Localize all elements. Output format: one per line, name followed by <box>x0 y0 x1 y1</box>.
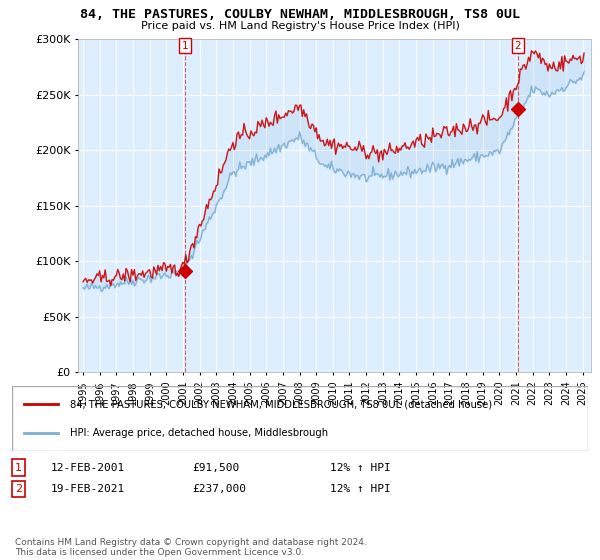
Text: 12-FEB-2001: 12-FEB-2001 <box>51 463 125 473</box>
Text: £237,000: £237,000 <box>192 484 246 494</box>
Point <box>180 267 190 276</box>
Text: 84, THE PASTURES, COULBY NEWHAM, MIDDLESBROUGH, TS8 0UL (detached house): 84, THE PASTURES, COULBY NEWHAM, MIDDLES… <box>70 399 492 409</box>
Text: 2: 2 <box>15 484 22 494</box>
Text: 1: 1 <box>15 463 22 473</box>
Text: 12% ↑ HPI: 12% ↑ HPI <box>330 484 391 494</box>
Text: £91,500: £91,500 <box>192 463 239 473</box>
Point <box>513 105 523 114</box>
Text: 1: 1 <box>182 41 188 51</box>
Text: 12% ↑ HPI: 12% ↑ HPI <box>330 463 391 473</box>
Text: 2: 2 <box>515 41 521 51</box>
Text: HPI: Average price, detached house, Middlesbrough: HPI: Average price, detached house, Midd… <box>70 428 328 438</box>
Text: 84, THE PASTURES, COULBY NEWHAM, MIDDLESBROUGH, TS8 0UL: 84, THE PASTURES, COULBY NEWHAM, MIDDLES… <box>80 8 520 21</box>
Text: 19-FEB-2021: 19-FEB-2021 <box>51 484 125 494</box>
Text: Price paid vs. HM Land Registry's House Price Index (HPI): Price paid vs. HM Land Registry's House … <box>140 21 460 31</box>
Text: Contains HM Land Registry data © Crown copyright and database right 2024.
This d: Contains HM Land Registry data © Crown c… <box>15 538 367 557</box>
